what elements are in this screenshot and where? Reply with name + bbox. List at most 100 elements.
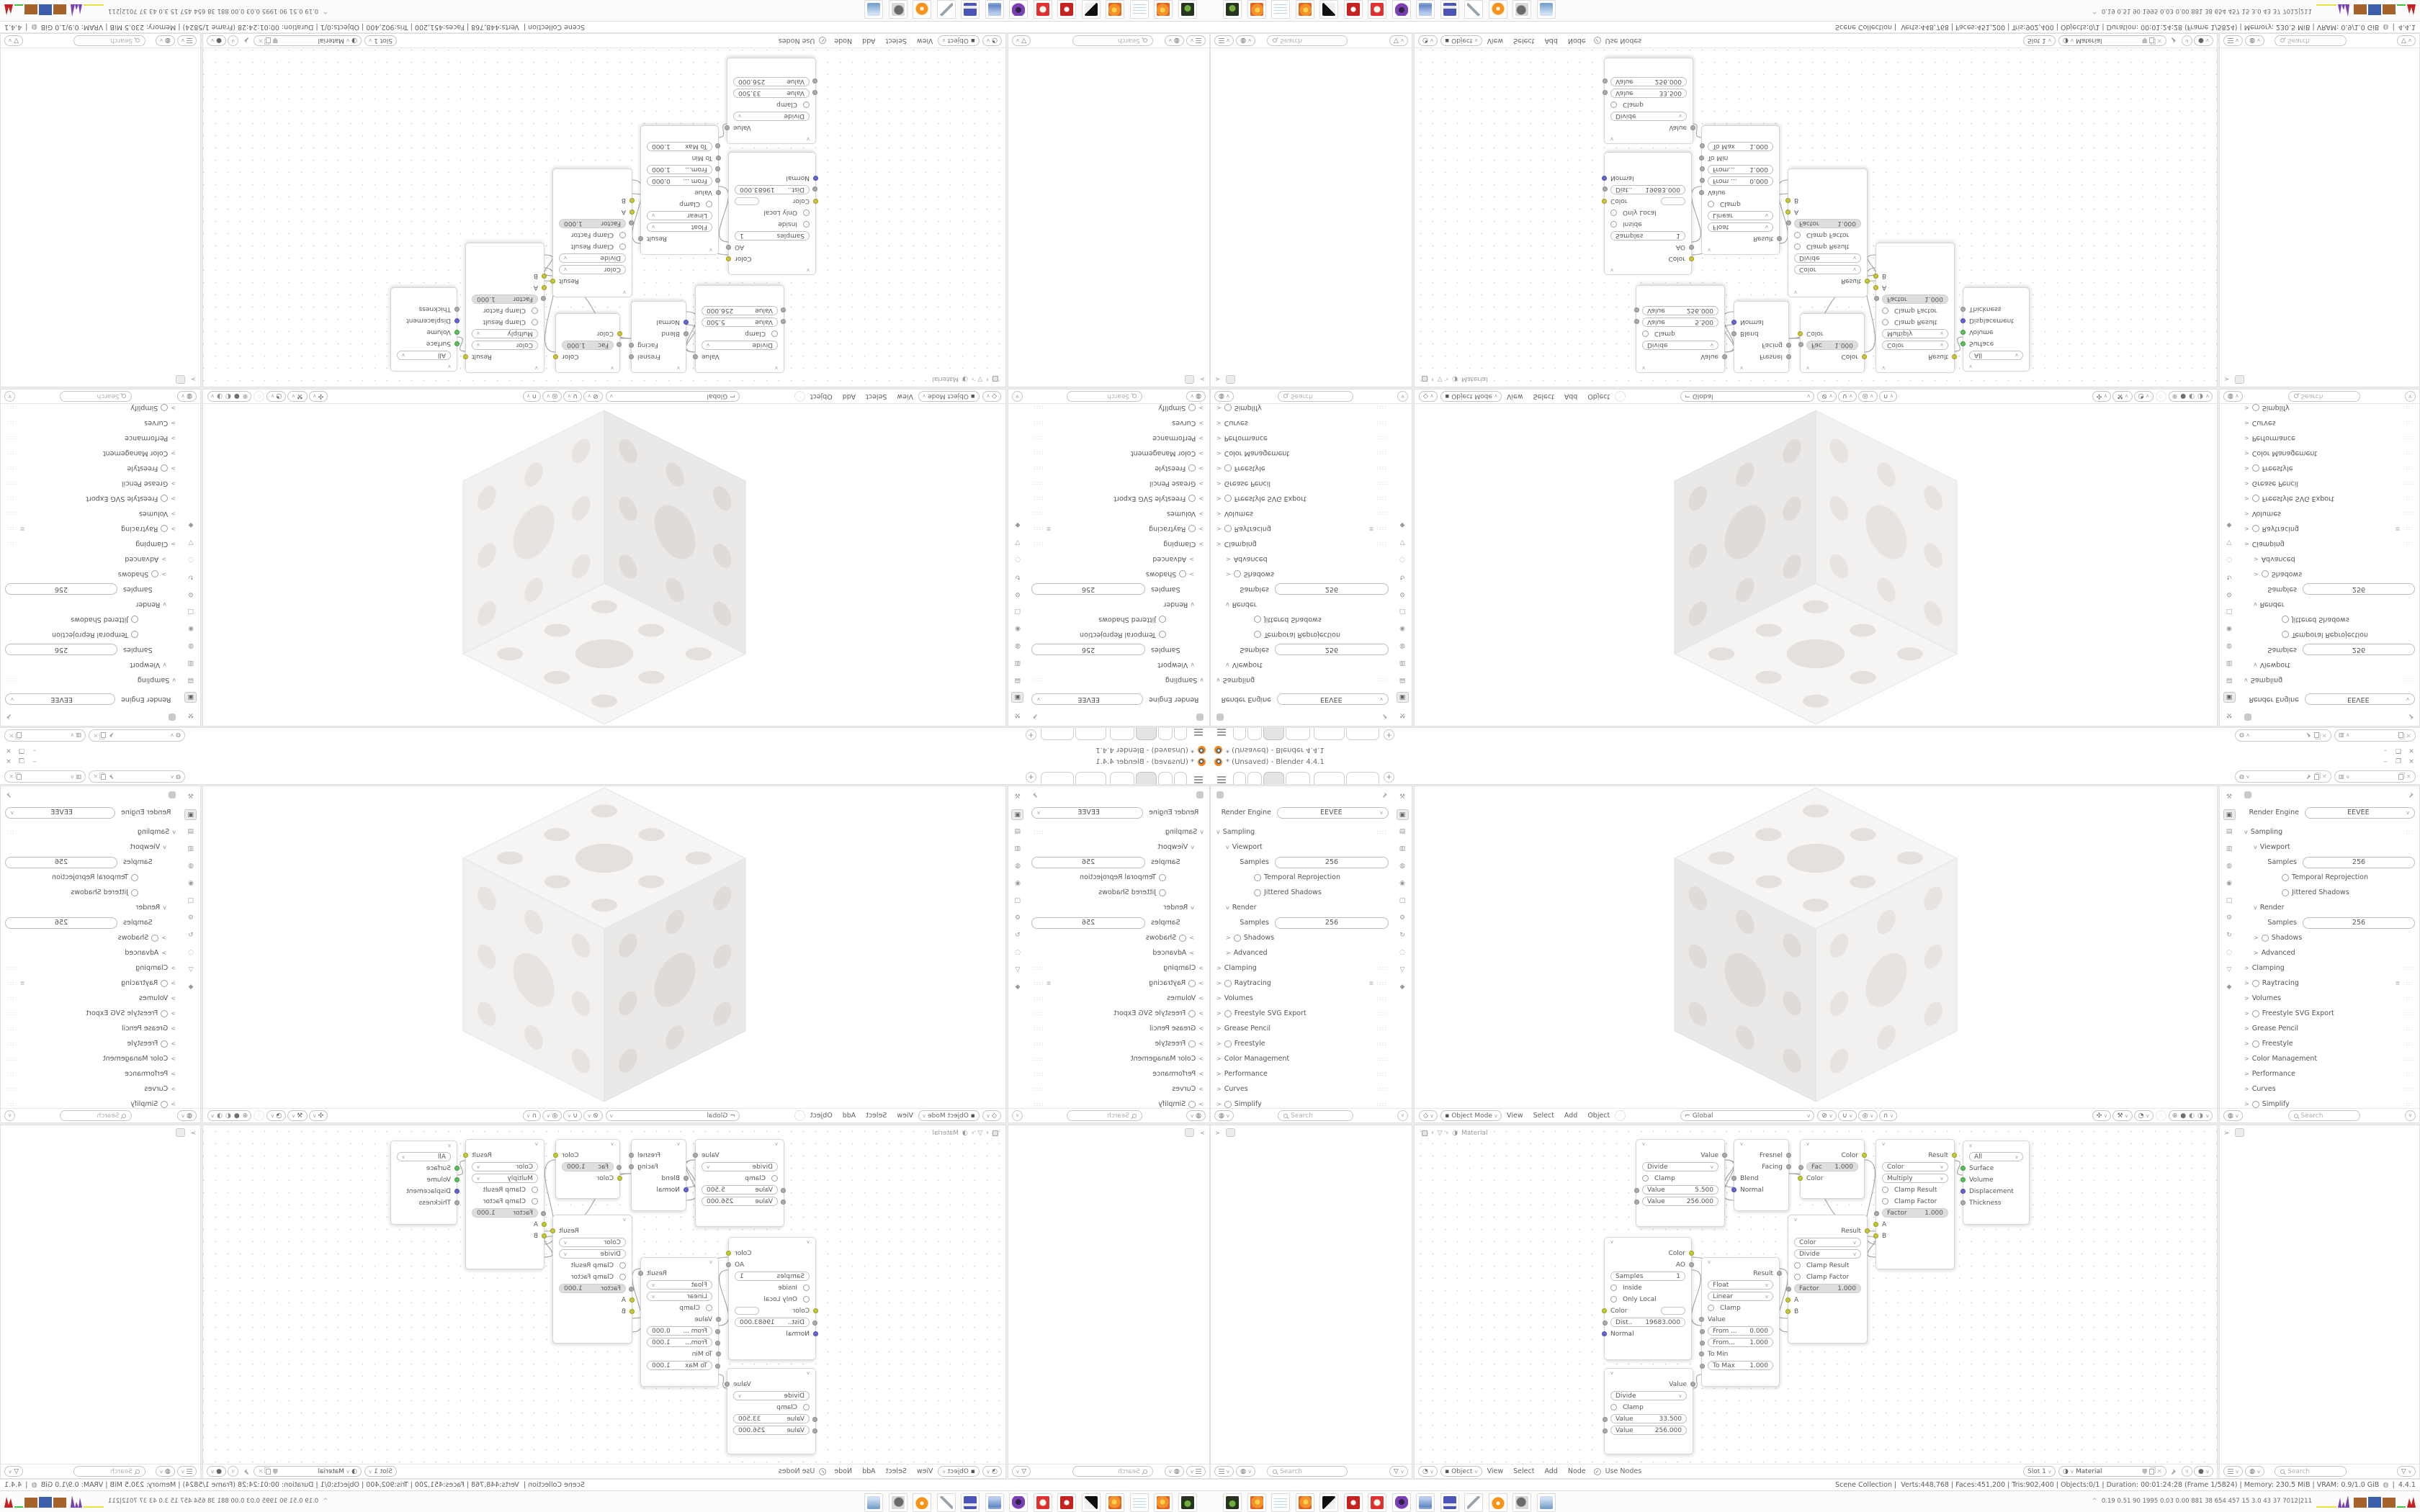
tab-world-icon[interactable]: ◉ [1399,625,1405,632]
panel-performance[interactable]: > Performance:::: [2244,1070,2414,1078]
outliner-search-input[interactable]: Search [73,35,145,46]
viewport-samples-field[interactable]: 256 [5,644,117,656]
taskbar-red-gear-app-icon[interactable] [1057,1493,1076,1512]
tab-world-icon[interactable]: ◉ [1015,625,1021,632]
taskbar-purple-owl-app-icon[interactable] [1009,0,1028,19]
tab-material-icon[interactable]: ◆ [1399,984,1405,991]
shading-wireframe-icon[interactable]: ⊕ [2172,1112,2178,1120]
math-value2-field[interactable]: Value 256.000 [733,1426,817,1435]
panel-shadows[interactable]: > Shadows [117,934,166,942]
math-value1-field[interactable]: Value 33.500 [1603,89,1687,98]
menu-object[interactable]: Object [810,392,833,400]
node-collapse-caret[interactable]: v [1610,136,1614,142]
panel-volumes[interactable]: > Volumes:::: [1216,510,1387,518]
tab-constraints-icon[interactable]: ◌ [1399,556,1405,563]
jittered-shadows-row[interactable]: Jittered Shadows [2282,613,2415,626]
panel-advanced[interactable]: > Advanced [1152,949,1194,957]
taskbar-terminal-icon[interactable] [1223,1493,1242,1512]
transform-pivot-icon[interactable]: ◦ [1615,1110,1626,1121]
menu-node[interactable]: Node [834,37,853,45]
shader-type-dropdown[interactable]: ▪ Object v [1440,1466,1482,1477]
node-math-divide-a[interactable]: v Value Divide v Clamp Value 5.500 Value 25… [693,1139,786,1227]
panel-sampling[interactable]: v Sampling:::: [2244,828,2414,836]
editor-type-properties-icon[interactable]: ◍ v [2223,391,2244,402]
menu-hamburger-icon[interactable] [1217,776,1226,778]
xray-toggle-icon[interactable]: ◔ v [266,1110,287,1121]
panel-advanced[interactable]: > Advanced [125,949,166,957]
outliner-display-mode-dropdown[interactable]: v [2223,35,2244,46]
tab-modifiers-icon[interactable]: ⚙ [2226,914,2233,922]
taskbar-gimp-icon[interactable] [889,1493,908,1512]
panel-raytracing[interactable]: > Raytracing ≣:::: [6,525,176,533]
shading-wireframe-icon[interactable]: ⊕ [242,1112,248,1120]
taskbar-purple-owl-app-icon[interactable] [1392,0,1411,19]
tab-tool-icon[interactable]: ⚒ [187,793,194,801]
unlink-scene-icon[interactable]: × [2321,732,2327,739]
taskbar-blender-icon[interactable] [1489,0,1507,19]
mix-factor-field[interactable]: Factor 1.000 [559,219,634,228]
tab-physics-icon[interactable]: ↻ [1015,573,1021,580]
viewport-3d[interactable]: ◇ v ▪ Object Mode v View Select Add Object … [202,786,1006,1123]
panel-freestyle[interactable]: > Freestyle:::: [2244,464,2414,472]
editor-type-viewport-icon[interactable]: ◇ v [982,1110,1001,1121]
panel-grease-pencil[interactable]: > Grease Pencil:::: [2244,480,2414,487]
outliner-filter-icon[interactable]: ▽ v [4,1466,24,1477]
taskbar-floppy-64-icon[interactable] [961,1493,980,1512]
editor-type-viewport-icon[interactable]: ◇ v [1419,391,1438,402]
outliner-root-item[interactable]: > [2224,1128,2244,1137]
show-gizmo-icon[interactable]: ✣ v [2092,1110,2112,1121]
node-math-divide-b[interactable]: v Value Divide v Clamp Value 33.500 Value 2… [725,1368,817,1454]
workspace-tab-4[interactable] [1286,772,1310,784]
workspace-tab-6[interactable] [1041,728,1074,740]
node-collapse-caret[interactable]: v [1642,1141,1646,1147]
map-range-type-select[interactable]: Float v [1708,222,1773,232]
editor-type-properties-icon[interactable]: ◍ v [176,1110,197,1121]
taskbar-text-editor-icon[interactable] [1130,0,1149,19]
minimize-button[interactable]: – [2383,758,2388,765]
taskbar-wrench-tool-icon[interactable] [1464,1493,1483,1512]
mix-data-type-select[interactable]: Color v [559,265,626,274]
panel-advanced[interactable]: > Advanced [1226,949,1268,957]
tab-physics-icon[interactable]: ↻ [2226,573,2232,580]
mix-blend-mode-select[interactable]: Multiply v [472,1174,538,1183]
outliner-display-mode-dropdown[interactable]: v [176,1466,197,1477]
panel-freestyle-svg[interactable]: > Freestyle SVG Export:::: [1216,495,1387,503]
node-math-divide-a[interactable]: v Value Divide v Clamp Value 5.500 Value 25… [1634,285,1727,373]
maximize-button[interactable]: ❐ [18,758,25,765]
jittered-shadows-row[interactable]: Jittered Shadows [1254,886,1389,899]
map-range-to-max-field[interactable]: To Max 1.000 [647,142,720,151]
tab-view-layer-icon[interactable]: ▥ [1014,845,1021,852]
panel-sampling-render[interactable]: v Render [135,600,166,608]
ao-only-local-checkbox[interactable]: Only Local [735,1295,810,1304]
unlink-scene-icon[interactable]: × [2321,773,2327,780]
ao-color-swatch[interactable] [735,1307,759,1315]
node-ambient-occlusion[interactable]: v Color AO Samples 1 Inside Only Local Co… [726,152,818,275]
panel-freestyle[interactable]: > Freestyle:::: [1216,1040,1387,1048]
temporal-reprojection-row[interactable]: Temporal Reprojection [5,870,138,884]
viewport-3d[interactable]: ◇ v ▪ Object Mode v View Select Add Object … [1414,389,2218,726]
ao-distance-field[interactable]: Dist.. 19683.000 [735,1318,817,1327]
node-layer-weight[interactable]: v Fresnel Facing Blend Normal [1731,1139,1791,1211]
tab-data-icon[interactable]: ▽ [2226,539,2232,546]
panel-sampling[interactable]: v Sampling:::: [1033,828,1204,836]
map-range-type-select[interactable]: Float v [647,222,712,232]
ao-samples-field[interactable]: Samples 1 [1610,1272,1685,1281]
render-engine-select[interactable]: EEVEE v [1031,693,1143,706]
tab-render-icon[interactable]: ▣ [1396,809,1409,820]
menu-view[interactable]: View [1507,1112,1523,1120]
node-collapse-caret[interactable]: v [774,1141,778,1147]
close-button[interactable]: × [6,758,12,765]
maximize-button[interactable]: ❐ [2395,747,2402,754]
outliner-filter-icon[interactable]: ▽ v [1389,1466,1408,1477]
mix-clamp-factor-checkbox[interactable]: Clamp Factor [1882,306,1948,315]
node-collapse-caret[interactable]: v [806,267,810,273]
menu-view[interactable]: View [897,1112,913,1120]
proportional-editing-icon[interactable]: ◎ v [542,1110,563,1121]
outliner-filter-mode-icon[interactable]: ◍ v [2245,35,2265,46]
tab-view-layer-icon[interactable]: ▥ [1399,660,1406,667]
taskbar-blender-icon[interactable] [913,0,931,19]
tab-render-icon[interactable]: ▣ [2223,809,2236,820]
mix-clamp-result-checkbox[interactable]: Clamp Result [472,1185,538,1194]
shading-solid-icon[interactable]: ● [2180,1112,2187,1120]
menu-hamburger-icon[interactable] [1217,734,1226,736]
